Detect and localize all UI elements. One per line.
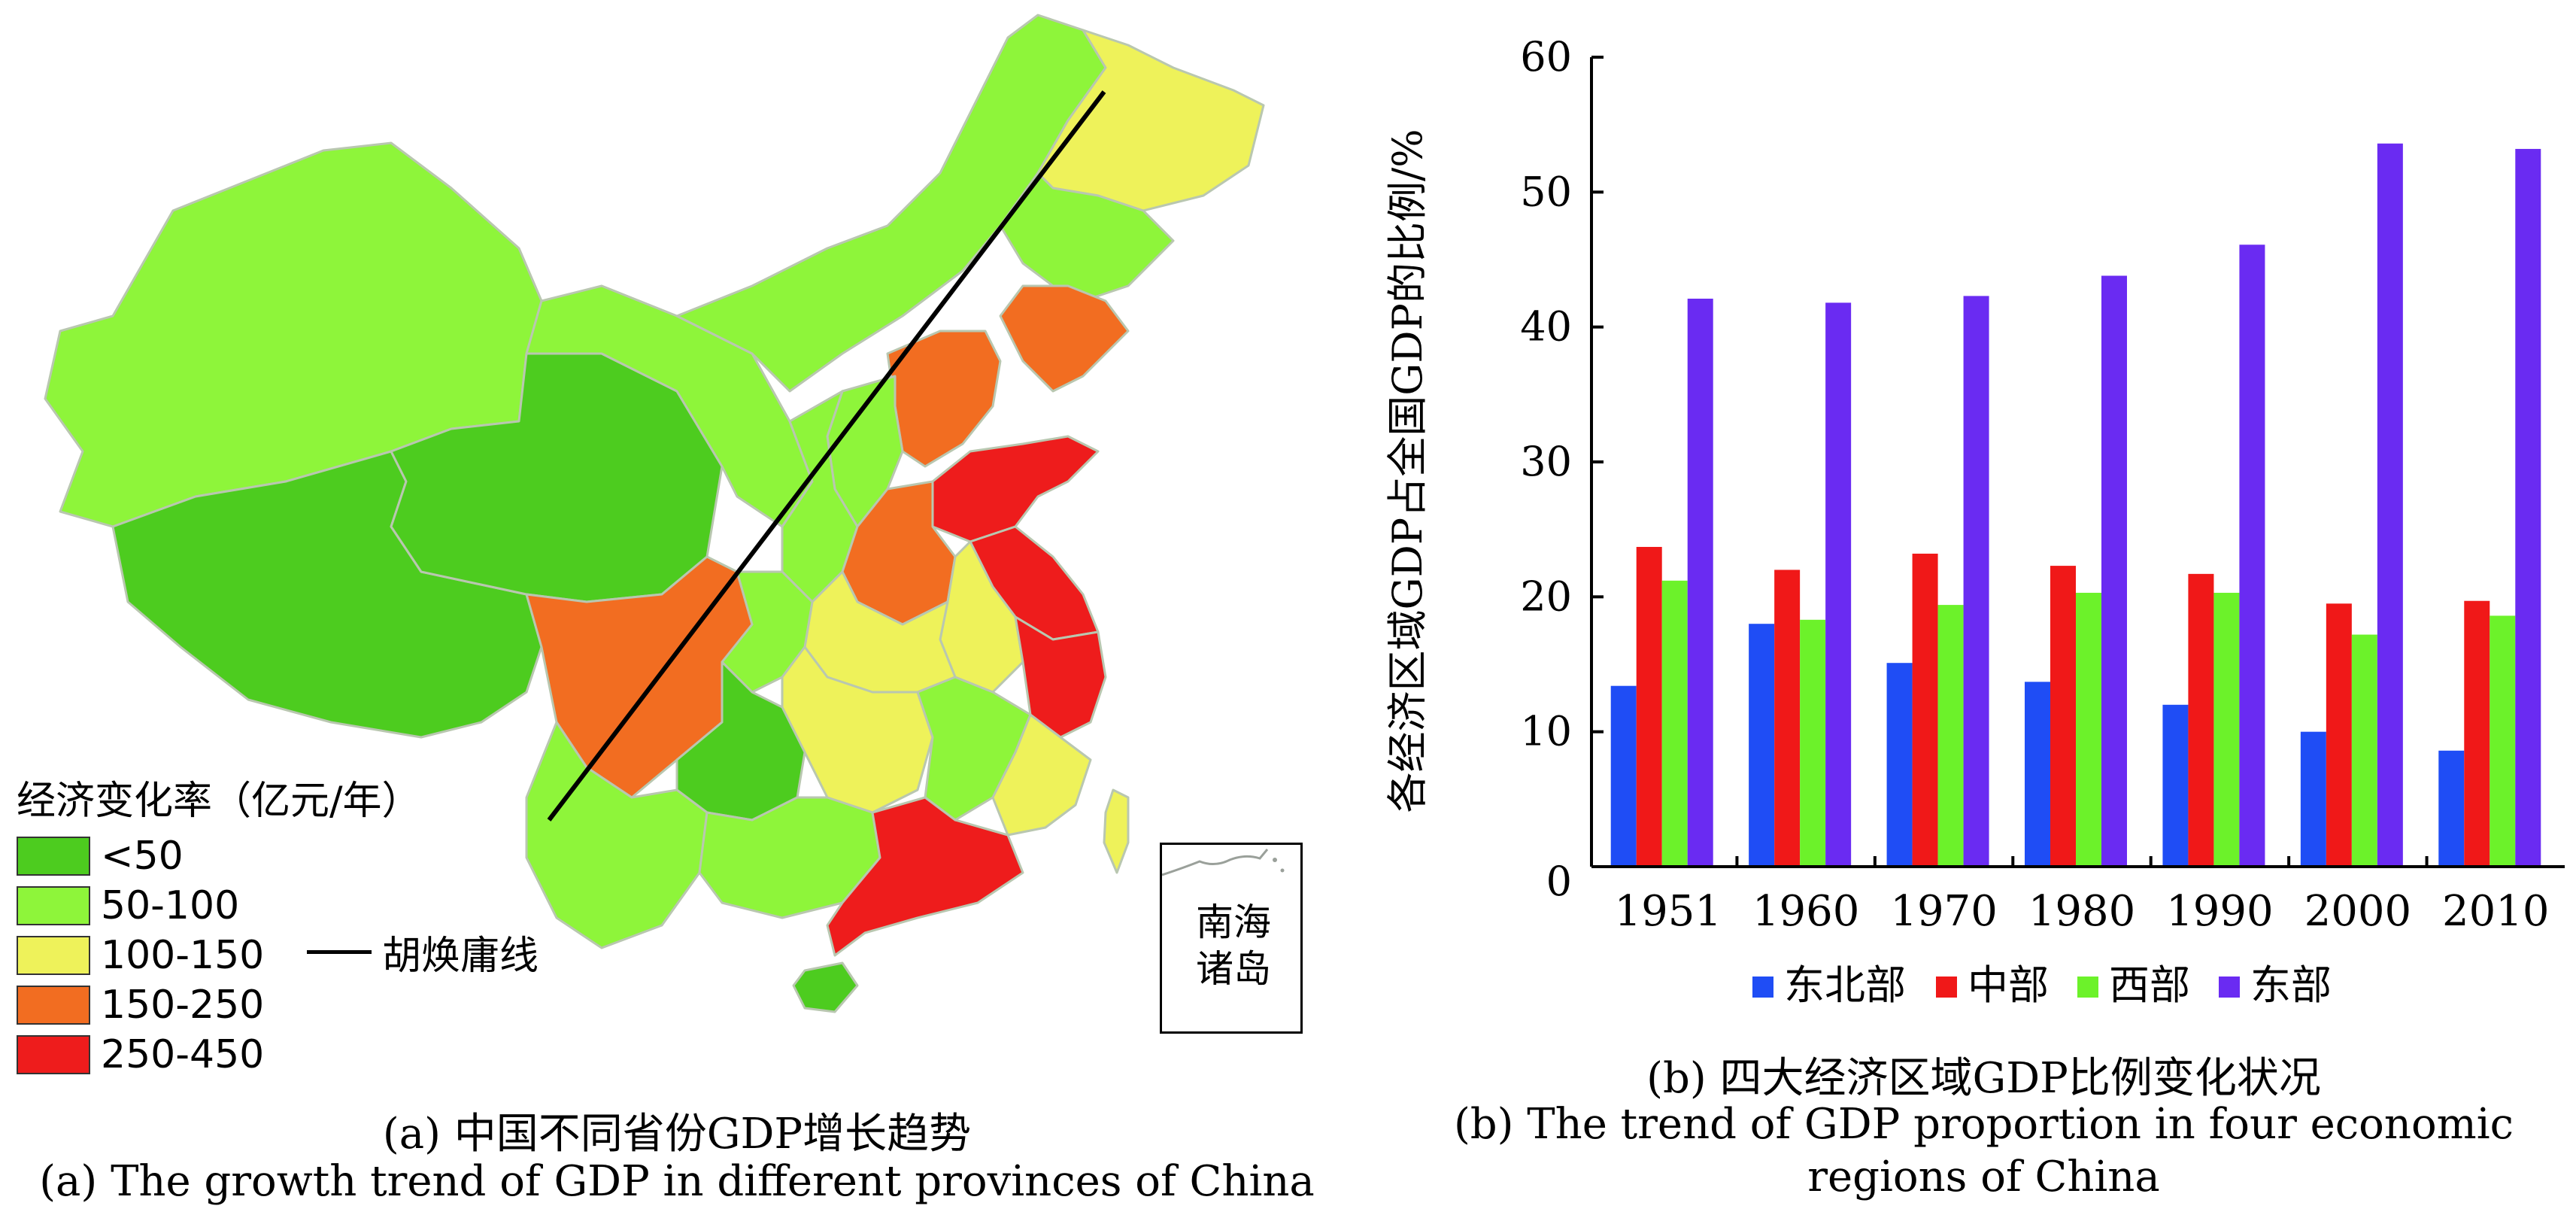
y-tick-label: 0 — [1546, 858, 1572, 905]
x-tick-label: 1980 — [2028, 887, 2136, 936]
chart-legend: 东北部 中部 西部 东部 — [1752, 961, 2332, 1009]
bar-2010-东北部 — [2438, 750, 2465, 867]
x-tick-label: 2010 — [2442, 887, 2550, 936]
legend-swatch — [1936, 977, 1957, 998]
legend-title: 经济变化率（亿元/年） — [17, 779, 421, 824]
bar-1980-西部 — [2076, 592, 2101, 867]
bar-1990-东部 — [2239, 245, 2265, 867]
legend-swatch — [2077, 977, 2098, 998]
chart-caption-en-1: (b) The trend of GDP proportion in four … — [1453, 1100, 2514, 1149]
bars — [1610, 143, 2541, 867]
bar-1990-中部 — [2188, 573, 2214, 867]
legend-swatch — [17, 986, 90, 1025]
region-fujian — [991, 713, 1092, 837]
x-tick-label: 1990 — [2166, 887, 2274, 936]
x-ticks: 1951 1960 1970 1980 1990 2000 2010 — [1614, 856, 2550, 936]
bar-2000-西部 — [2351, 634, 2377, 867]
bar-1970-东部 — [1963, 296, 1989, 867]
x-tick-label: 2000 — [2304, 887, 2412, 936]
legend-label: 250-450 — [101, 1032, 265, 1077]
y-tick-label: 20 — [1520, 573, 1572, 620]
x-tick-label: 1951 — [1614, 887, 1722, 936]
china-gdp-map — [44, 14, 1265, 1013]
map-caption-en: (a) The growth trend of GDP in different… — [39, 1157, 1315, 1206]
bar-2010-中部 — [2464, 600, 2490, 867]
legend-label: 东部 — [2250, 961, 2332, 1009]
legend-item: <50 — [17, 831, 421, 881]
bar-2000-东部 — [2377, 143, 2403, 867]
chart-title: (b) 四大经济区域GDP比例变化状况 — [1646, 1054, 2321, 1103]
legend-label: 中部 — [1968, 961, 2049, 1009]
bar-1990-东北部 — [2162, 704, 2189, 867]
bar-1951-中部 — [1636, 546, 1662, 867]
hu-line-label: 胡焕庸线 — [382, 934, 539, 979]
bar-1970-中部 — [1912, 553, 1938, 867]
hu-line-swatch — [307, 950, 372, 954]
legend-swatch — [17, 886, 90, 925]
bar-2010-东部 — [2515, 148, 2541, 867]
bar-1960-西部 — [1800, 619, 1826, 867]
legend-swatch — [1752, 977, 1773, 998]
x-tick-label: 1970 — [1890, 887, 1998, 936]
inset-coastline — [1162, 849, 1285, 876]
legend-label: 100-150 — [101, 933, 265, 978]
bar-1960-东北部 — [1749, 624, 1775, 867]
legend-swatch — [17, 936, 90, 975]
y-tick-label: 40 — [1520, 303, 1572, 351]
map-panel: 经济变化率（亿元/年） <50 50-100 100-150 150-250 2… — [17, 14, 1303, 1080]
inset-label-line-1: 南海 — [1196, 901, 1271, 944]
region-hainan — [792, 961, 859, 1013]
y-tick-label: 50 — [1520, 168, 1572, 215]
y-axis-label: 各经济区域GDP占全国GDP的比例/% — [1384, 129, 1431, 813]
y-tick-label: 10 — [1520, 708, 1572, 755]
inset-label: 南海 诸岛 — [1177, 899, 1290, 992]
chart-caption-en-2: regions of China — [1807, 1153, 2160, 1201]
bar-1980-东北部 — [2025, 682, 2050, 867]
hu-line-legend: 胡焕庸线 — [307, 924, 539, 980]
bar-1960-中部 — [1774, 570, 1801, 867]
legend-swatch — [17, 1035, 90, 1074]
bar-1960-东部 — [1825, 302, 1852, 867]
hu-huanyong-line — [547, 90, 1106, 822]
y-axis-label-group: 各经济区域GDP占全国GDP的比例/% — [1384, 129, 1431, 813]
bar-1970-东北部 — [1886, 663, 1913, 867]
region-taiwan — [1103, 788, 1130, 874]
x-tick-label: 1960 — [1752, 887, 1860, 936]
bar-1990-西部 — [2213, 592, 2240, 867]
y-tick-label: 30 — [1520, 438, 1572, 485]
region-shandong — [931, 435, 1100, 543]
legend-label: 东北部 — [1784, 961, 1906, 1009]
legend-label: 50-100 — [101, 883, 240, 928]
legend-label: 西部 — [2109, 961, 2190, 1009]
map-legend: 经济变化率（亿元/年） <50 50-100 100-150 150-250 2… — [17, 769, 421, 1080]
bar-2000-东北部 — [2300, 731, 2326, 867]
bar-1951-东部 — [1687, 299, 1713, 867]
legend-swatch — [2219, 977, 2240, 998]
legend-swatch — [17, 837, 90, 876]
legend-label: <50 — [101, 834, 184, 879]
bar-2010-西部 — [2490, 615, 2516, 867]
region-liaoning — [999, 284, 1130, 393]
y-ticks: 0 10 20 30 40 50 60 — [1520, 33, 1604, 905]
bar-1980-中部 — [2050, 566, 2076, 867]
south-china-sea-inset: 南海 诸岛 — [1160, 843, 1303, 1034]
bar-1980-东部 — [2101, 275, 2127, 867]
legend-label: 150-250 — [101, 983, 265, 1028]
region-hunan — [781, 645, 934, 814]
region-guangdong — [826, 796, 1024, 957]
bar-2000-中部 — [2326, 603, 2352, 867]
inset-label-line-2: 诸岛 — [1196, 947, 1271, 991]
bar-1970-西部 — [1937, 605, 1964, 867]
map-caption-zh: (a) 中国不同省份GDP增长趋势 — [382, 1110, 972, 1159]
y-tick-label: 60 — [1520, 33, 1572, 80]
legend-item: 150-250 — [17, 980, 421, 1030]
legend-item: 100-150 — [17, 931, 421, 980]
legend-item: 50-100 — [17, 881, 421, 931]
bar-1951-西部 — [1661, 580, 1688, 867]
legend-item: 250-450 — [17, 1030, 421, 1080]
region-jilin — [999, 172, 1175, 302]
bar-1951-东北部 — [1610, 685, 1637, 867]
region-heilongjiang — [1036, 29, 1265, 212]
